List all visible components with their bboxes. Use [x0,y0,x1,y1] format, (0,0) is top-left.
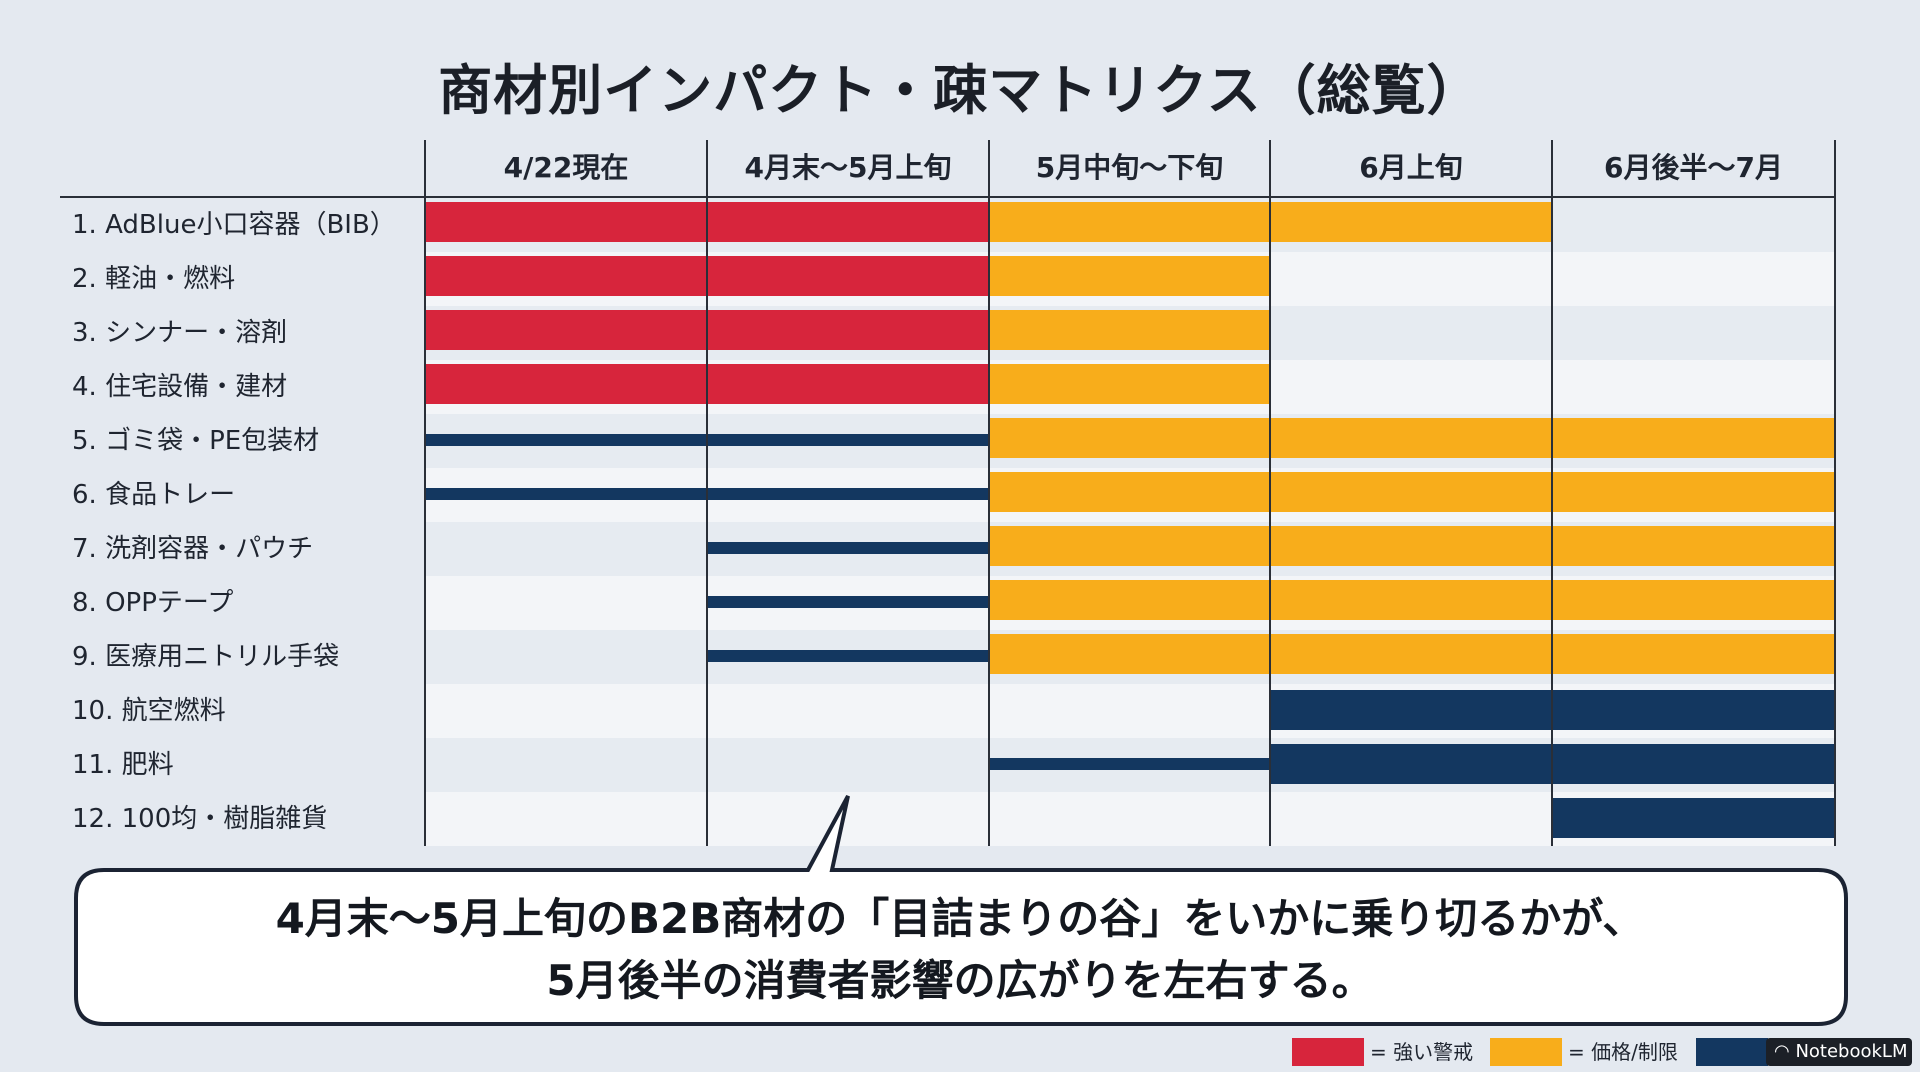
bar-price-limit [1552,580,1835,620]
bar-price-limit [989,310,1270,350]
bar-navy-thin [989,758,1270,770]
bar-price-limit [1270,526,1552,566]
bar-navy-thin [707,542,989,554]
column-header-2: 4月末～5月上旬 [744,151,952,184]
row-label: 8. OPPテープ [72,588,234,618]
column-divider [424,140,426,846]
bar-navy-thin [707,596,989,608]
column-divider [1834,140,1836,846]
bar-price-limit [989,202,1270,242]
bar-price-limit [1552,472,1835,512]
bar-strong-alert [425,202,707,242]
column-divider [706,140,708,846]
callout-line-2: 5月後半の消費者影響の広がりを左右する。 [546,956,1374,1005]
row-label: 11. 肥料 [72,750,174,780]
row-label: 1. AdBlue小口容器（BIB） [72,210,396,240]
row-label: 4. 住宅設備・建材 [72,372,288,402]
bar-price-limit [1270,202,1552,242]
row-label: 6. 食品トレー [72,480,236,510]
legend-label-price: = 価格/制限 [1568,1040,1678,1064]
notebooklm-badge: ◠ NotebookLM [1766,1038,1912,1066]
row-label: 7. 洗剤容器・パウチ [72,534,314,564]
legend-swatch-price [1490,1038,1562,1066]
column-header-3: 5月中旬～下旬 [1035,151,1224,184]
column-divider [1551,140,1553,846]
header-divider [60,196,1835,198]
bar-navy [1552,798,1835,838]
notebooklm-icon: ◠ [1774,1041,1796,1062]
legend-label-strong: = 強い警戒 [1370,1040,1474,1064]
bar-navy [1270,690,1552,730]
column-divider [1269,140,1271,846]
legend-swatch-limit [1696,1038,1768,1066]
bar-navy [1552,690,1835,730]
bar-price-limit [989,526,1270,566]
bar-price-limit [1552,418,1835,458]
bar-price-limit [989,418,1270,458]
bar-strong-alert [425,256,707,296]
row-label: 12. 100均・樹脂雑貨 [72,804,328,834]
bar-strong-alert [707,202,989,242]
column-header-4: 6月上旬 [1359,151,1463,184]
bar-price-limit [989,364,1270,404]
row-label: 3. シンナー・溶剤 [72,318,288,348]
bar-navy-thin [707,434,989,446]
bar-price-limit [989,472,1270,512]
bar-navy-thin [425,434,707,446]
callout-text: 4月末～5月上旬のB2B商材の「目詰まりの谷」をいかに乗り切るかが、 5月後半の… [80,888,1840,1012]
column-header-1: 4/22現在 [503,151,629,184]
bar-strong-alert [707,256,989,296]
bar-navy-thin [425,488,707,500]
bar-price-limit [1270,472,1552,512]
bar-price-limit [1552,526,1835,566]
bar-price-limit [1552,634,1835,674]
bar-strong-alert [425,364,707,404]
page-title: 商材別インパクト・疎マトリクス（総覧） [438,59,1482,122]
notebooklm-label: NotebookLM [1795,1041,1908,1062]
legend-swatch-strong [1292,1038,1364,1066]
bar-price-limit [1270,418,1552,458]
bar-price-limit [989,256,1270,296]
column-divider [988,140,990,846]
bar-strong-alert [707,364,989,404]
bar-price-limit [989,580,1270,620]
callout-line-1: 4月末～5月上旬のB2B商材の「目詰まりの谷」をいかに乗り切るかが、 [275,894,1645,943]
bar-navy-thin [707,650,989,662]
column-header-5: 6月後半～7月 [1604,151,1783,184]
bar-strong-alert [707,310,989,350]
bar-navy [1552,744,1835,784]
bar-price-limit [989,634,1270,674]
bar-price-limit [1270,634,1552,674]
row-label: 9. 医療用ニトリル手袋 [72,642,340,672]
bar-strong-alert [425,310,707,350]
bar-price-limit [1270,580,1552,620]
bar-navy [1270,744,1552,784]
bar-navy-thin [707,488,989,500]
row-label: 2. 軽油・燃料 [72,264,236,294]
row-label: 10. 航空燃料 [72,696,226,726]
row-label: 5. ゴミ袋・PE包装材 [72,426,320,456]
